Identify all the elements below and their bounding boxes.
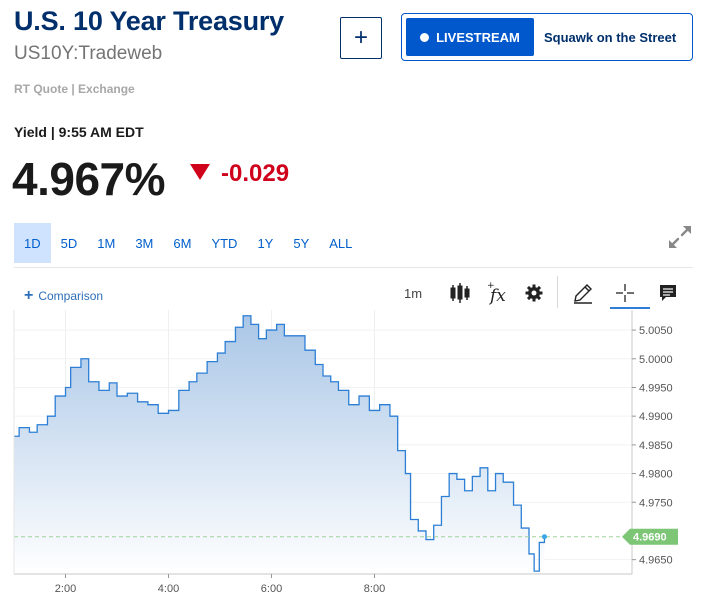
livestream-promo[interactable]: LIVESTREAM Squawk on the Street [401, 13, 693, 61]
livestream-button[interactable]: LIVESTREAM [406, 18, 534, 56]
range-tab-1y[interactable]: 1Y [257, 235, 274, 251]
page-title: U.S. 10 Year Treasury [14, 6, 284, 36]
last-value-dot [541, 534, 547, 540]
yield-line [14, 315, 546, 572]
tabs-divider [14, 267, 693, 268]
range-tab-all[interactable]: ALL [329, 235, 353, 251]
toolbar-divider [557, 276, 558, 308]
expand-icon[interactable] [667, 224, 693, 250]
time-range-tabs: 1D 5D 1M 3M 6M YTD 1Y 5Y ALL [14, 223, 362, 263]
comment-icon[interactable] [657, 281, 679, 305]
function-icon[interactable]: + fx [484, 281, 508, 305]
range-tab-5d[interactable]: 5D [60, 235, 78, 251]
comparison-button[interactable]: + Comparison [24, 287, 103, 305]
symbol-label: US10Y:Tradeweb [14, 43, 163, 64]
plus-icon: + [353, 24, 368, 51]
last-value-label: 4.9690 [633, 532, 667, 544]
y-tick-label: 4.9800 [639, 469, 673, 481]
x-tick-label: 2:00 [55, 583, 76, 595]
range-tab-6m[interactable]: 6M [173, 235, 192, 251]
range-tab-ytd[interactable]: YTD [211, 235, 238, 251]
x-tick-label: 6:00 [261, 583, 282, 595]
pencil-icon[interactable] [572, 281, 594, 305]
svg-text:+: + [487, 281, 495, 291]
y-tick-label: 4.9950 [639, 382, 673, 394]
y-tick-label: 5.0050 [639, 325, 673, 337]
yield-chart[interactable]: 5.0050 5.0000 4.9950 4.9900 4.9850 4.9800 4.97… [0, 310, 704, 600]
down-arrow-icon [190, 164, 210, 180]
x-tick-label: 4:00 [158, 583, 179, 595]
candlestick-icon[interactable] [449, 281, 471, 305]
last-value-badge [622, 528, 678, 545]
x-tick-label: 8:00 [364, 583, 385, 595]
y-tick-label: 5.0000 [639, 354, 673, 366]
y-tick-label: 4.9750 [639, 497, 673, 509]
quote-source: RT Quote | Exchange [14, 82, 135, 96]
plus-icon: + [24, 287, 34, 304]
svg-text:fx: fx [488, 286, 506, 305]
yield-area [14, 315, 545, 574]
y-tick-label: 4.9900 [639, 411, 673, 423]
crosshair-icon[interactable] [614, 281, 636, 305]
range-tab-1d[interactable]: 1D [14, 223, 51, 263]
show-name-link[interactable]: Squawk on the Street [544, 29, 677, 45]
price-change: -0.029 [221, 160, 290, 187]
gear-icon[interactable] [524, 281, 544, 305]
livestream-label: LIVESTREAM [436, 29, 520, 45]
interval-selector[interactable]: 1m [403, 285, 423, 301]
live-dot-icon [420, 32, 430, 42]
last-price: 4.967% [12, 153, 166, 205]
range-tab-5y[interactable]: 5Y [293, 235, 310, 251]
y-tick-label: 4.9850 [639, 440, 673, 452]
comparison-label: Comparison [38, 289, 104, 303]
range-tab-1m[interactable]: 1M [97, 235, 116, 251]
yield-time: Yield | 9:55 AM EDT [14, 124, 144, 140]
y-tick-label: 4.9650 [639, 555, 673, 567]
range-tab-3m[interactable]: 3M [135, 235, 154, 251]
crosshair-active-indicator [610, 307, 650, 309]
add-to-watchlist-button[interactable]: + [340, 17, 382, 59]
